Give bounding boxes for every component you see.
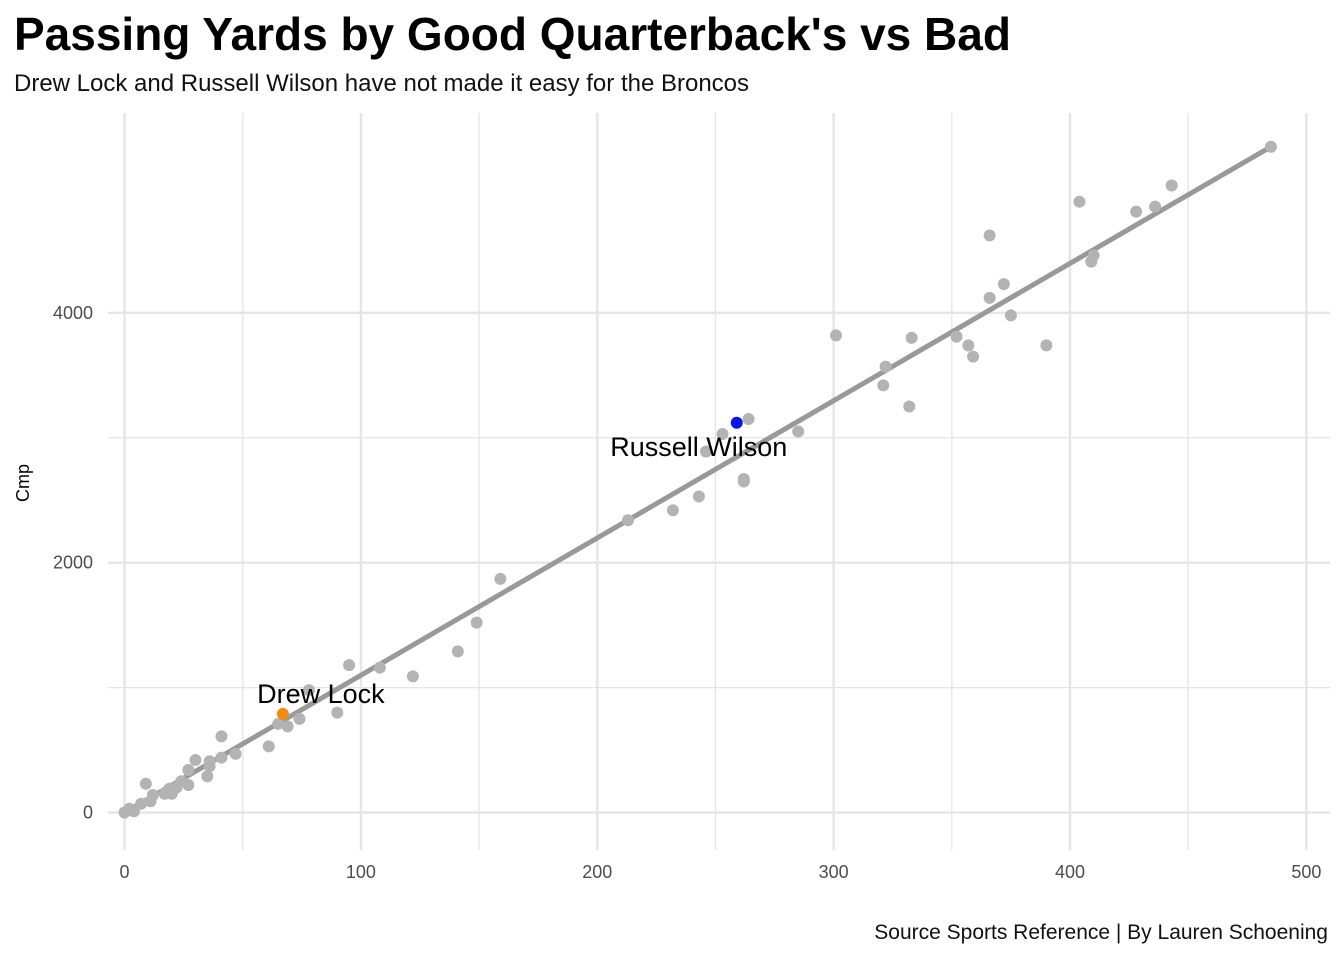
data-point <box>962 339 975 352</box>
highlight-label: Drew Lock <box>257 679 385 709</box>
data-point <box>716 428 729 441</box>
point-labels: Drew Lock Russell Wilson <box>257 432 787 709</box>
trend-line-path <box>123 144 1273 815</box>
data-point <box>622 514 634 527</box>
trend-line <box>123 144 1273 815</box>
data-point <box>451 645 464 658</box>
data-point <box>950 330 963 343</box>
data-point <box>373 661 386 674</box>
data-point <box>302 684 315 697</box>
data-point <box>215 730 228 743</box>
data-point <box>742 413 755 426</box>
highlight-point <box>730 416 743 429</box>
data-point <box>1165 179 1178 192</box>
data-point <box>997 278 1010 291</box>
x-tick-label: 100 <box>346 862 376 882</box>
data-points <box>118 140 1277 819</box>
chart-subtitle: Drew Lock and Russell Wilson have not ma… <box>14 70 750 97</box>
data-point <box>331 706 344 719</box>
data-point <box>146 789 159 802</box>
data-point <box>1149 200 1162 213</box>
data-point <box>182 779 195 792</box>
data-point <box>983 229 996 242</box>
data-point <box>135 797 148 810</box>
data-point <box>983 291 996 304</box>
data-point <box>189 754 202 767</box>
data-point <box>830 329 842 342</box>
data-point <box>1073 195 1086 208</box>
data-point <box>229 747 242 760</box>
y-tick-label: 0 <box>83 803 93 823</box>
y-tick-label: 2000 <box>53 553 93 573</box>
data-point <box>139 777 152 790</box>
data-point <box>1040 339 1053 352</box>
data-point <box>343 659 356 672</box>
source-caption: Source Sports Reference | By Lauren Scho… <box>874 921 1328 944</box>
grid-lines <box>108 113 1330 850</box>
data-point <box>215 751 228 764</box>
data-point <box>470 616 483 629</box>
data-point <box>201 770 214 783</box>
data-point <box>879 360 892 373</box>
data-point <box>1004 309 1017 322</box>
data-point <box>666 504 679 517</box>
x-tick-label: 500 <box>1291 862 1321 882</box>
data-point <box>128 805 140 818</box>
data-point <box>262 740 275 753</box>
data-point <box>182 764 195 777</box>
x-tick-label: 300 <box>819 862 849 882</box>
chart-title: Passing Yards by Good Quarterback's vs B… <box>14 8 1011 60</box>
data-point <box>967 350 980 363</box>
data-point <box>1264 140 1277 153</box>
tick-labels: 0 100 200 300 400 500 0 2000 4000 <box>53 303 1321 882</box>
data-point <box>293 712 306 725</box>
highlighted-points <box>276 416 743 720</box>
data-point <box>905 331 918 344</box>
y-axis-title: Cmp <box>13 464 33 502</box>
data-point <box>792 425 805 438</box>
data-point <box>281 720 294 733</box>
data-point <box>1130 205 1143 218</box>
data-point <box>272 717 285 730</box>
highlight-point <box>276 707 289 720</box>
y-tick-label: 4000 <box>53 303 93 323</box>
highlight-label: Russell Wilson <box>610 432 787 462</box>
data-point <box>737 475 750 488</box>
data-point <box>203 755 216 768</box>
data-point <box>903 400 916 413</box>
data-point <box>494 572 507 585</box>
x-tick-label: 200 <box>582 862 612 882</box>
x-tick-label: 400 <box>1055 862 1085 882</box>
data-point <box>692 490 705 503</box>
data-point <box>877 379 890 392</box>
x-tick-label: 0 <box>120 862 130 882</box>
data-point <box>406 670 419 683</box>
data-point <box>700 445 712 458</box>
data-point <box>1087 249 1100 262</box>
